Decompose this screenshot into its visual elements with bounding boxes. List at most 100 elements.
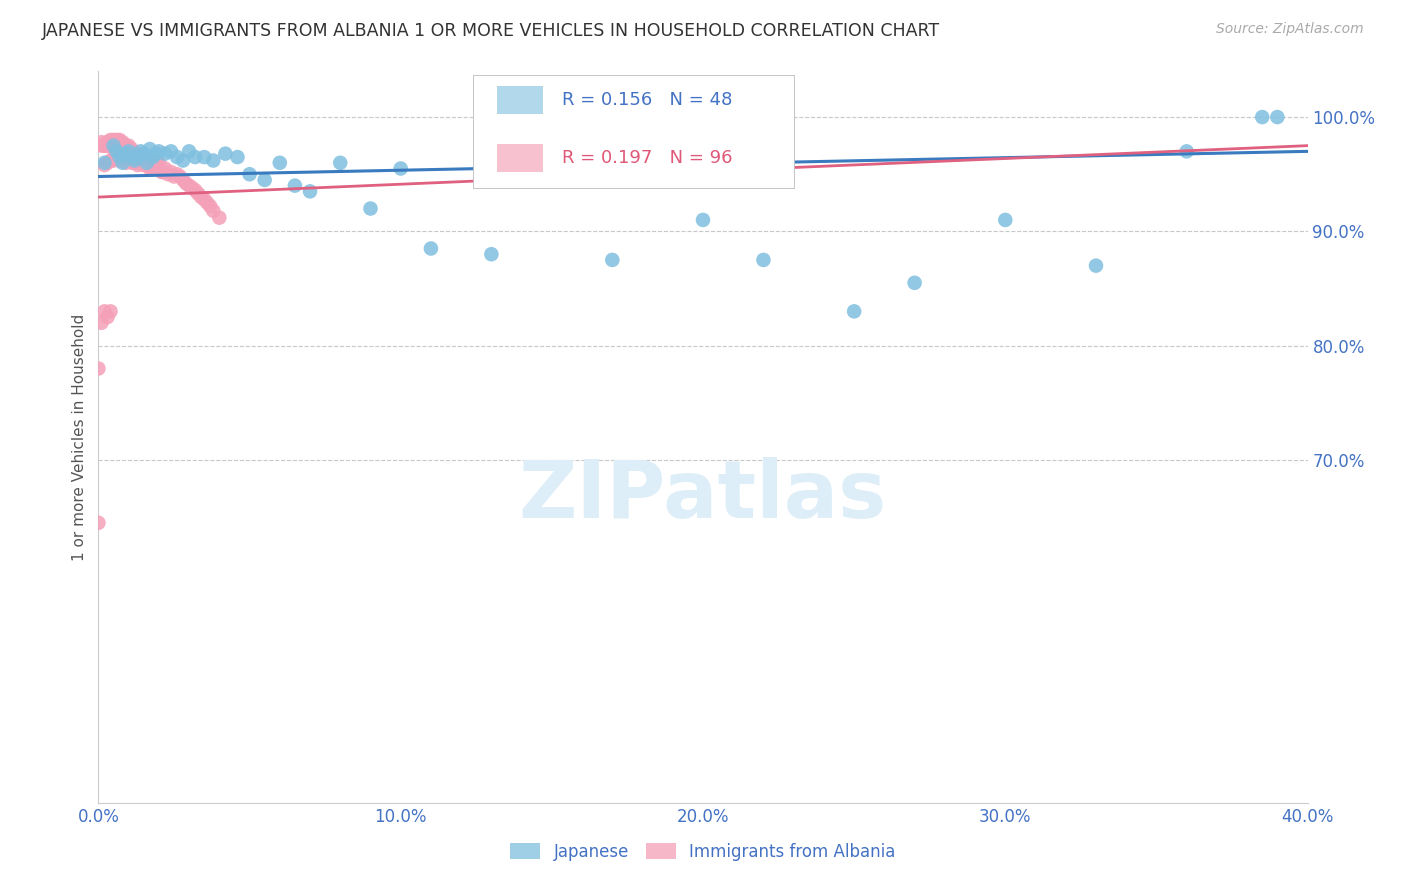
Point (145, 146, 167, 161)
Point (239, 167, 262, 181)
Point (87, 516, 110, 530)
Point (127, 150, 149, 164)
Point (124, 146, 146, 161)
Point (96, 156, 118, 170)
Point (202, 153, 225, 168)
Point (129, 153, 152, 168)
Point (148, 161, 170, 176)
Legend: Japanese, Immigrants from Albania: Japanese, Immigrants from Albania (503, 837, 903, 868)
Y-axis label: 1 or more Vehicles in Household: 1 or more Vehicles in Household (72, 313, 87, 561)
Point (103, 142, 125, 156)
Point (96, 138, 118, 153)
Text: JAPANESE VS IMMIGRANTS FROM ALBANIA 1 OR MORE VEHICLES IN HOUSEHOLD CORRELATION : JAPANESE VS IMMIGRANTS FROM ALBANIA 1 OR… (42, 22, 941, 40)
Point (135, 158, 157, 172)
Point (111, 142, 134, 156)
Point (169, 169, 191, 184)
Point (153, 146, 176, 161)
Point (139, 158, 162, 172)
Point (127, 158, 149, 172)
Point (118, 146, 141, 161)
Point (153, 161, 176, 176)
Text: Source: ZipAtlas.com: Source: ZipAtlas.com (1216, 22, 1364, 37)
Point (111, 138, 134, 153)
Point (105, 150, 128, 164)
Point (299, 185, 322, 199)
Point (111, 156, 134, 170)
Point (142, 150, 165, 164)
Point (174, 177, 197, 191)
Point (121, 142, 143, 156)
Point (540, 150, 562, 164)
Point (103, 153, 125, 168)
Point (111, 150, 134, 164)
Point (145, 161, 167, 176)
Point (132, 153, 155, 168)
Point (132, 158, 155, 172)
Point (1251, 110, 1274, 124)
Point (994, 213, 1017, 227)
Point (160, 145, 183, 159)
Point (103, 138, 125, 153)
Point (108, 133, 131, 147)
Point (148, 158, 170, 172)
Point (121, 150, 143, 164)
Point (100, 153, 122, 168)
Point (93, 304, 115, 318)
Point (135, 153, 157, 168)
Text: R = 0.156   N = 48: R = 0.156 N = 48 (561, 91, 733, 109)
Point (172, 153, 194, 168)
Point (108, 138, 131, 153)
Point (142, 156, 165, 170)
Point (100, 133, 122, 147)
Point (90, 135, 112, 149)
Point (135, 156, 157, 170)
Point (93, 138, 115, 153)
Point (124, 156, 146, 170)
Point (124, 150, 146, 164)
Point (389, 161, 412, 176)
Point (269, 156, 291, 170)
Point (166, 167, 188, 181)
Point (172, 173, 194, 187)
Point (132, 146, 155, 161)
Point (160, 165, 183, 179)
Point (360, 202, 382, 216)
FancyBboxPatch shape (498, 144, 543, 171)
FancyBboxPatch shape (474, 75, 793, 188)
Point (135, 156, 157, 170)
Point (145, 158, 167, 172)
Point (187, 186, 209, 201)
Point (129, 150, 152, 164)
Point (121, 145, 143, 159)
Point (142, 161, 165, 176)
Point (1175, 145, 1198, 159)
Point (100, 138, 122, 153)
Point (844, 304, 866, 318)
Point (202, 203, 225, 218)
Point (193, 193, 215, 207)
Point (184, 183, 207, 197)
Point (124, 153, 146, 168)
Point (1085, 259, 1108, 273)
Point (121, 146, 143, 161)
Point (108, 135, 131, 149)
Point (114, 146, 136, 161)
Point (105, 135, 128, 149)
Point (114, 142, 136, 156)
Point (118, 145, 141, 159)
Text: R = 0.197   N = 96: R = 0.197 N = 96 (561, 149, 733, 167)
Point (127, 150, 149, 164)
Point (692, 213, 714, 227)
Point (184, 150, 207, 164)
Point (105, 138, 128, 153)
Point (114, 156, 136, 170)
Point (105, 133, 128, 147)
Point (190, 190, 212, 204)
Point (127, 146, 149, 161)
Point (96, 310, 118, 324)
Point (148, 145, 170, 159)
Point (150, 165, 173, 179)
Point (150, 165, 173, 179)
Point (420, 242, 443, 256)
Point (1267, 110, 1289, 124)
